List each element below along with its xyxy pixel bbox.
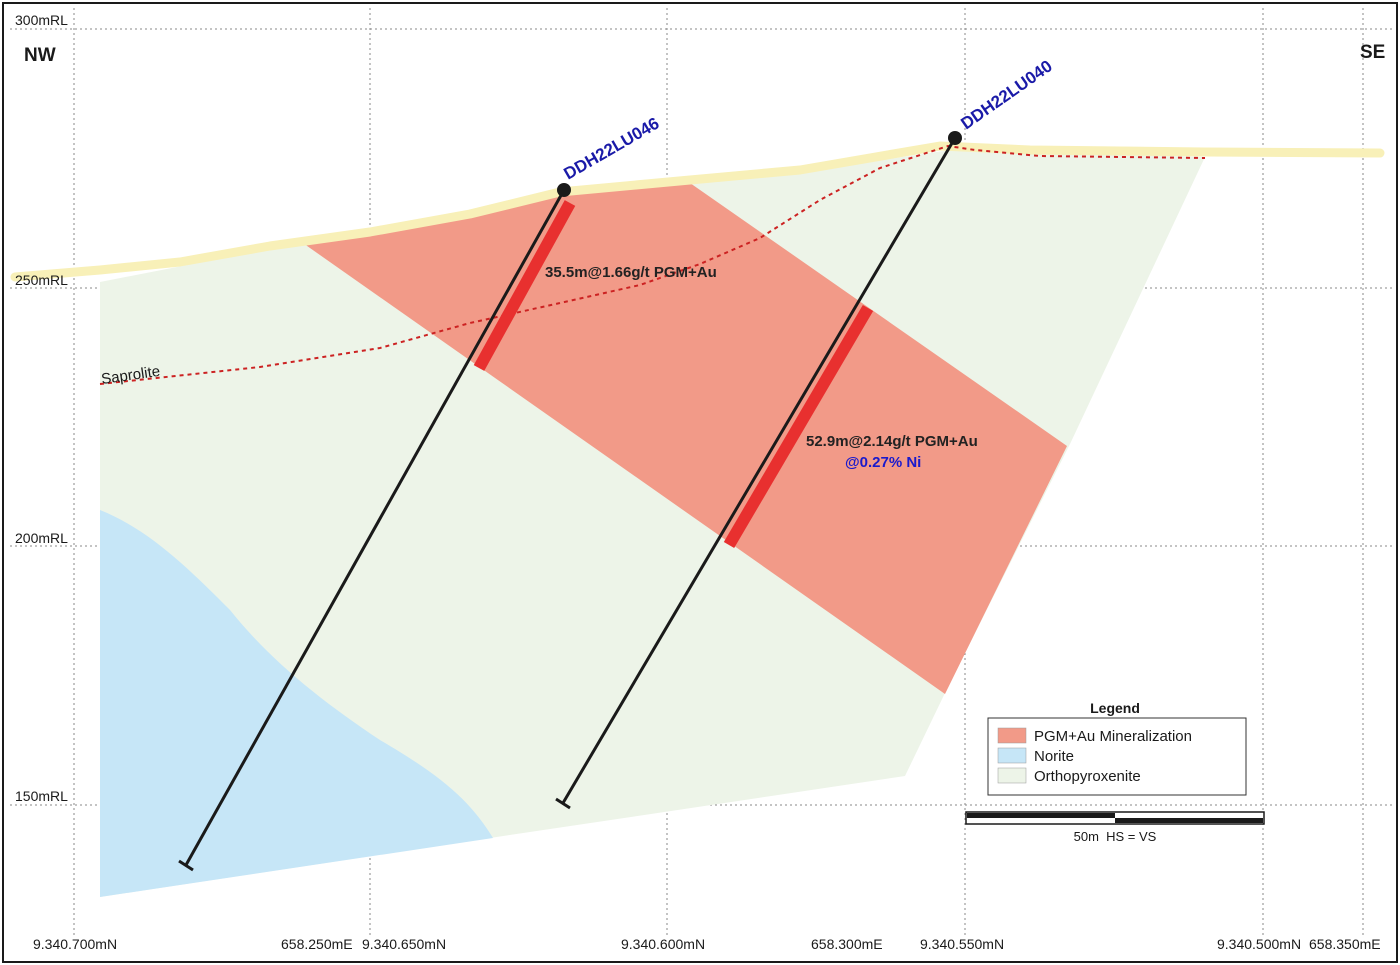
legend-swatch xyxy=(997,747,1027,764)
mineralization-zone xyxy=(300,183,1067,694)
drillhole-trace xyxy=(561,137,957,804)
coordinate-labels: 9.340.700mN 658.250mE 9.340.650mN 9.340.… xyxy=(33,936,1381,952)
legend-item-norite: Norite xyxy=(997,747,1074,765)
legend-swatch xyxy=(997,727,1027,744)
intercept-label: 52.9m@2.14g/t PGM+Au xyxy=(806,433,978,450)
drillhole-end-marker xyxy=(178,859,194,872)
scale-bar-segment xyxy=(967,813,1115,818)
coordinate-label: 9.340.550mN xyxy=(920,936,1004,952)
elevation-label: 250mRL xyxy=(15,272,68,288)
elevation-label: 300mRL xyxy=(15,12,68,28)
collar-marker xyxy=(557,183,571,197)
legend-item-label: Orthopyroxenite xyxy=(1034,768,1141,785)
saprolite-boundary xyxy=(99,144,1206,385)
intercept-bar xyxy=(473,200,576,371)
legend-item-label: PGM+Au Mineralization xyxy=(1034,728,1192,745)
legend-box xyxy=(987,717,1247,796)
legend-title: Legend xyxy=(1090,700,1140,716)
elevation-labels: 300mRL 250mRL 200mRL 150mRL xyxy=(15,12,68,804)
legend-item-orthopyroxenite: Orthopyroxenite xyxy=(997,767,1141,785)
orthopyroxenite-unit xyxy=(100,150,1205,897)
scale-bar-segment xyxy=(1115,818,1263,823)
coordinate-label: 9.340.700mN xyxy=(33,936,117,952)
drillhole-end-marker xyxy=(555,797,571,810)
coordinate-label: 9.340.650mN xyxy=(362,936,446,952)
coordinate-label: 658.350mE xyxy=(1309,936,1381,952)
coordinate-label: 658.300mE xyxy=(811,936,883,952)
legend-item-label: Norite xyxy=(1034,748,1074,765)
intercept-bar xyxy=(723,304,874,549)
scale-bar: 50m HS = VS xyxy=(965,811,1265,844)
elevation-label: 150mRL xyxy=(15,788,68,804)
intercept-label: 35.5m@1.66g/t PGM+Au xyxy=(545,264,717,281)
norite-unit xyxy=(100,510,493,897)
collar-marker xyxy=(948,131,962,145)
scale-bar-label: 50m HS = VS xyxy=(1074,829,1157,844)
direction-label-nw: NW xyxy=(24,45,56,66)
coordinate-label: 9.340.500mN xyxy=(1217,936,1301,952)
legend-swatch xyxy=(997,767,1027,784)
intercept-ni-label: @0.27% Ni xyxy=(845,454,921,471)
drillhole-trace xyxy=(184,189,566,866)
legend-item-mineralization: PGM+Au Mineralization xyxy=(997,727,1192,745)
direction-label-se: SE xyxy=(1360,42,1385,63)
coordinate-label: 9.340.600mN xyxy=(621,936,705,952)
legend: Legend PGM+Au Mineralization Norite Orth… xyxy=(987,700,1247,796)
coordinate-label: 658.250mE xyxy=(281,936,353,952)
elevation-label: 200mRL xyxy=(15,530,68,546)
